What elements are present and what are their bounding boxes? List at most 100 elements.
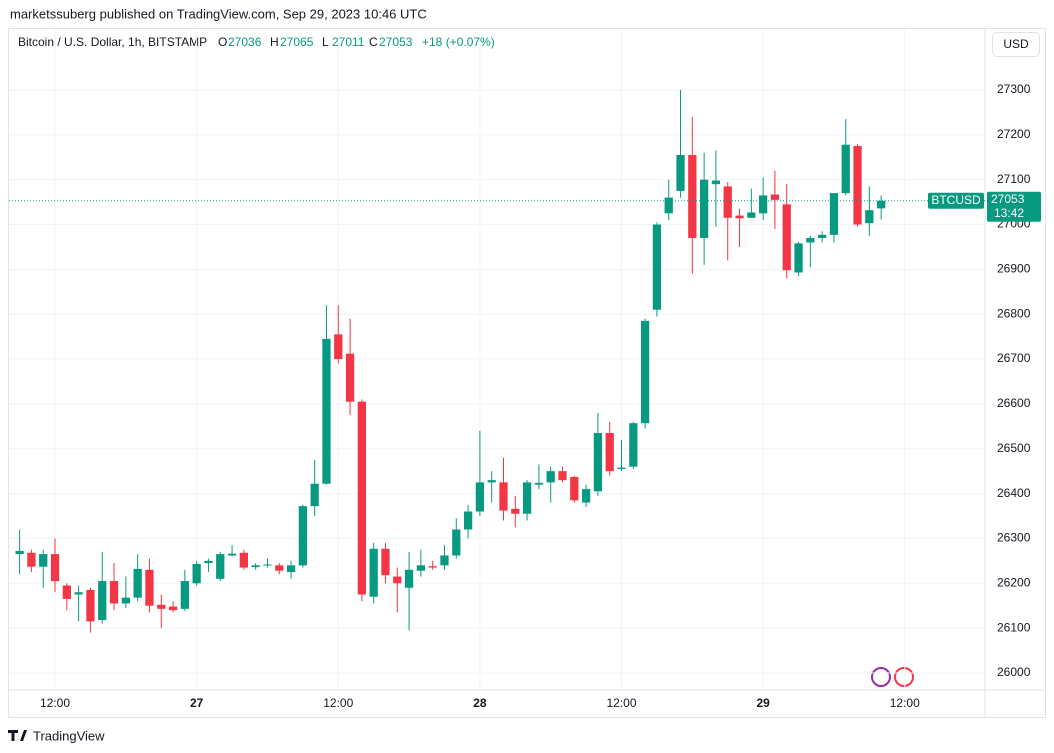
candle-body bbox=[180, 581, 189, 609]
candle-body bbox=[617, 467, 626, 469]
legend-ohlc-key: O bbox=[218, 35, 227, 49]
legend-ohlc-value: 27036 bbox=[228, 35, 262, 49]
candle-body bbox=[109, 581, 119, 604]
symbol-tag-label: BTCUSD bbox=[931, 193, 981, 207]
candle-body bbox=[664, 197, 673, 214]
candle-body bbox=[877, 200, 886, 209]
candle-body bbox=[511, 508, 520, 514]
y-tick-label: 26500 bbox=[997, 441, 1031, 455]
candle-body bbox=[393, 576, 402, 584]
candle-body bbox=[593, 433, 603, 492]
y-tick-label: 26400 bbox=[997, 486, 1031, 500]
footer-brand: TradingView bbox=[33, 728, 105, 743]
candle-body bbox=[829, 193, 839, 235]
candle-body bbox=[652, 224, 662, 310]
event-icon[interactable] bbox=[871, 667, 891, 687]
y-tick-label: 26900 bbox=[997, 262, 1031, 276]
candle-body bbox=[475, 482, 485, 512]
x-tick-label: 28 bbox=[473, 696, 487, 710]
candle-body bbox=[357, 401, 367, 595]
candle-body bbox=[428, 566, 437, 568]
candle-body bbox=[747, 212, 756, 218]
y-tick-label: 26200 bbox=[997, 575, 1031, 589]
y-tick-label: 26300 bbox=[997, 531, 1031, 545]
chart-title: Bitcoin / U.S. Dollar, 1h, BITSTAMP bbox=[18, 35, 207, 49]
legend-ohlc-value: 27065 bbox=[280, 35, 314, 49]
candle-body bbox=[15, 550, 24, 555]
candle-body bbox=[39, 554, 48, 567]
candle-body bbox=[699, 179, 709, 238]
candle-body bbox=[640, 320, 650, 424]
candle-body bbox=[157, 604, 166, 609]
candle-body bbox=[735, 215, 744, 219]
candle-body bbox=[263, 564, 272, 566]
y-tick-label: 27100 bbox=[997, 172, 1031, 186]
candle-body bbox=[239, 552, 248, 568]
symbol-tag bbox=[928, 192, 984, 209]
candle-body bbox=[275, 565, 284, 571]
chart-frame bbox=[8, 28, 1046, 718]
candle-body bbox=[770, 194, 780, 200]
candle-body bbox=[133, 568, 142, 598]
candle-body bbox=[865, 210, 874, 224]
legend-ohlc-value: 27053 bbox=[379, 35, 413, 49]
candle-body bbox=[145, 569, 154, 606]
grid bbox=[9, 29, 985, 690]
candle-body bbox=[794, 243, 803, 273]
y-tick-label: 26800 bbox=[997, 306, 1031, 320]
flag-icon[interactable] bbox=[894, 667, 914, 687]
candle-body bbox=[251, 565, 260, 568]
legend-ohlc-key: C bbox=[369, 35, 378, 49]
candle-body bbox=[534, 482, 544, 485]
candle-body bbox=[27, 552, 36, 567]
y-tick-label: 26000 bbox=[997, 665, 1031, 679]
candle-body bbox=[818, 234, 827, 238]
candle-body bbox=[463, 511, 473, 530]
x-tick-label: 12:00 bbox=[606, 696, 636, 710]
currency-button-label[interactable]: USD bbox=[1003, 37, 1029, 51]
publisher-line: marketssuberg published on TradingView.c… bbox=[10, 6, 427, 21]
candle-body bbox=[50, 554, 60, 582]
candle-body bbox=[74, 592, 83, 595]
candle-body bbox=[723, 186, 732, 218]
candle-body bbox=[605, 433, 614, 472]
countdown-label: 13:42 bbox=[994, 206, 1024, 220]
candle-body bbox=[452, 529, 461, 556]
candle-body bbox=[688, 155, 697, 238]
candle-body bbox=[806, 237, 815, 243]
candle-body bbox=[98, 581, 107, 621]
plot bbox=[15, 89, 886, 633]
candle-body bbox=[227, 553, 237, 556]
candle-body bbox=[676, 155, 685, 191]
y-tick-label: 27300 bbox=[997, 82, 1031, 96]
y-tick-label: 26600 bbox=[997, 396, 1031, 410]
legend-ohlc-value: 27011 bbox=[332, 35, 365, 49]
candle-body bbox=[546, 471, 555, 483]
y-tick-label: 27200 bbox=[997, 127, 1031, 141]
candle-body bbox=[782, 204, 791, 271]
candle-body bbox=[298, 506, 307, 566]
legend-ohlc-key: H bbox=[270, 35, 279, 49]
last-price-tag bbox=[987, 191, 1041, 222]
candle-body bbox=[558, 471, 567, 481]
candle-body bbox=[345, 353, 355, 402]
logo-mark bbox=[8, 730, 27, 741]
candle-body bbox=[216, 554, 225, 579]
candle-body bbox=[86, 589, 95, 622]
candle-body bbox=[440, 555, 449, 566]
candle-body bbox=[121, 597, 130, 604]
x-tick-label: 29 bbox=[756, 696, 770, 710]
currency-button[interactable] bbox=[992, 32, 1040, 57]
candle-body bbox=[499, 482, 508, 511]
footer-logo: TradingView bbox=[8, 728, 105, 743]
candle-body bbox=[487, 480, 496, 483]
candle-body bbox=[381, 548, 390, 576]
y-tick-label: 26700 bbox=[997, 351, 1031, 365]
candle-body bbox=[62, 585, 71, 599]
x-tick-label: 12:00 bbox=[890, 696, 920, 710]
candle-body bbox=[711, 180, 721, 185]
candle-body bbox=[322, 338, 331, 484]
